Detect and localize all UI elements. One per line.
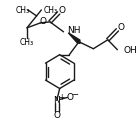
- Text: O: O: [67, 93, 74, 102]
- Text: O: O: [40, 17, 47, 26]
- Polygon shape: [68, 33, 80, 43]
- Text: N: N: [53, 96, 60, 105]
- Text: O: O: [118, 23, 125, 32]
- Text: −: −: [72, 90, 79, 99]
- Text: CH₃: CH₃: [43, 6, 57, 15]
- Text: O: O: [58, 6, 65, 15]
- Text: OH: OH: [123, 46, 137, 55]
- Text: CH₃: CH₃: [20, 38, 34, 47]
- Text: +: +: [58, 93, 65, 102]
- Text: NH: NH: [67, 26, 81, 35]
- Text: CH₃: CH₃: [16, 6, 30, 15]
- Text: O: O: [53, 111, 60, 120]
